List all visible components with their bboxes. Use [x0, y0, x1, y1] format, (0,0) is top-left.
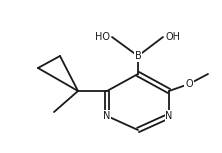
Text: O: O	[185, 79, 193, 89]
Text: HO: HO	[95, 32, 110, 42]
Text: N: N	[103, 111, 111, 121]
Text: B: B	[135, 51, 141, 61]
Text: OH: OH	[165, 32, 180, 42]
Text: N: N	[165, 111, 173, 121]
